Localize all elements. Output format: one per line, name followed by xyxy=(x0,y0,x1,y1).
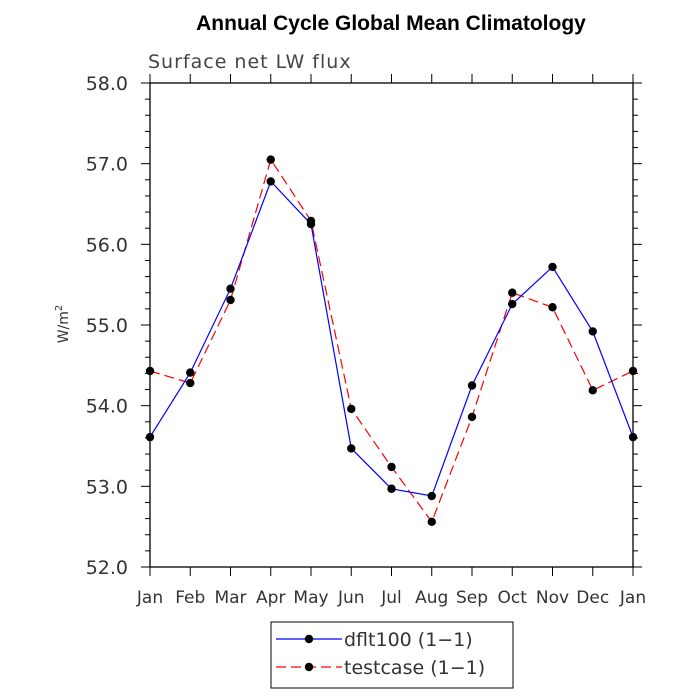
legend-label: dflt100 (1−1) xyxy=(344,629,473,651)
data-point xyxy=(588,327,597,336)
data-point xyxy=(548,262,557,272)
y-tick-labels: 52.0 53.0 54.0 55.0 56.0 57.0 58.0 xyxy=(86,73,128,579)
data-point xyxy=(548,303,557,312)
series-points xyxy=(145,155,638,527)
x-tick-label: May xyxy=(293,588,328,608)
y-tick-label: 56.0 xyxy=(86,234,128,256)
x-tick-label: Mar xyxy=(214,588,246,608)
y-axis-label-text: W/m xyxy=(56,311,72,343)
x-tick-label: Dec xyxy=(576,588,609,608)
data-point xyxy=(226,295,235,305)
data-point xyxy=(628,366,638,376)
chart-title: Annual Cycle Global Mean Climatology xyxy=(196,12,586,35)
data-point xyxy=(266,155,275,164)
data-point xyxy=(145,432,155,442)
chart-subtitle: Surface net LW flux xyxy=(148,51,352,73)
legend-label: testcase (1−1) xyxy=(344,657,485,679)
y-tick-label: 54.0 xyxy=(86,396,128,418)
x-tick-label: Oct xyxy=(498,588,528,608)
x-tick-label: Jul xyxy=(380,588,402,608)
data-point xyxy=(347,404,356,414)
legend-box xyxy=(270,621,514,689)
x-tick-labels: Jan Feb Mar Apr May Jun Jul Aug Sep Oct Nov Dec Jan xyxy=(136,588,646,608)
x-tick-label: Aug xyxy=(415,588,448,608)
x-tick-label: Jan xyxy=(136,588,163,608)
data-point xyxy=(226,284,235,293)
y-axis-label-superscript: 2 xyxy=(54,305,65,311)
x-tick-label: Feb xyxy=(175,588,205,608)
legend-marker xyxy=(304,662,314,672)
data-point xyxy=(427,517,436,527)
data-point xyxy=(588,386,597,395)
data-point xyxy=(508,288,517,297)
y-axis-label: W/m2 xyxy=(54,305,72,344)
y-tick-label: 58.0 xyxy=(86,73,128,95)
data-point xyxy=(508,299,517,309)
legend: dflt100 (1−1) testcase (1−1) xyxy=(276,629,485,679)
series-line xyxy=(149,180,634,497)
legend-marker xyxy=(304,634,314,644)
data-point xyxy=(387,462,396,472)
data-point xyxy=(186,378,195,388)
x-tick-label: Sep xyxy=(456,588,488,608)
y-tick-label: 55.0 xyxy=(86,315,128,337)
x-tick-label: Nov xyxy=(536,588,569,608)
data-point xyxy=(145,366,155,376)
data-point xyxy=(467,381,477,390)
data-point xyxy=(306,216,316,226)
x-tick-label: Apr xyxy=(256,588,285,608)
data-point xyxy=(186,368,195,377)
data-point xyxy=(387,484,396,493)
data-point xyxy=(628,432,638,442)
axis-ticks xyxy=(141,74,642,576)
y-tick-label: 53.0 xyxy=(86,476,128,498)
y-tick-label: 52.0 xyxy=(86,557,128,579)
data-point xyxy=(427,491,436,501)
x-tick-label: Jun xyxy=(337,588,365,608)
y-tick-label: 57.0 xyxy=(86,154,128,176)
data-point xyxy=(266,177,275,186)
data-point xyxy=(347,444,356,453)
data-point xyxy=(467,412,477,422)
x-tick-label: Jan xyxy=(619,588,646,608)
plot-frame xyxy=(149,82,634,568)
